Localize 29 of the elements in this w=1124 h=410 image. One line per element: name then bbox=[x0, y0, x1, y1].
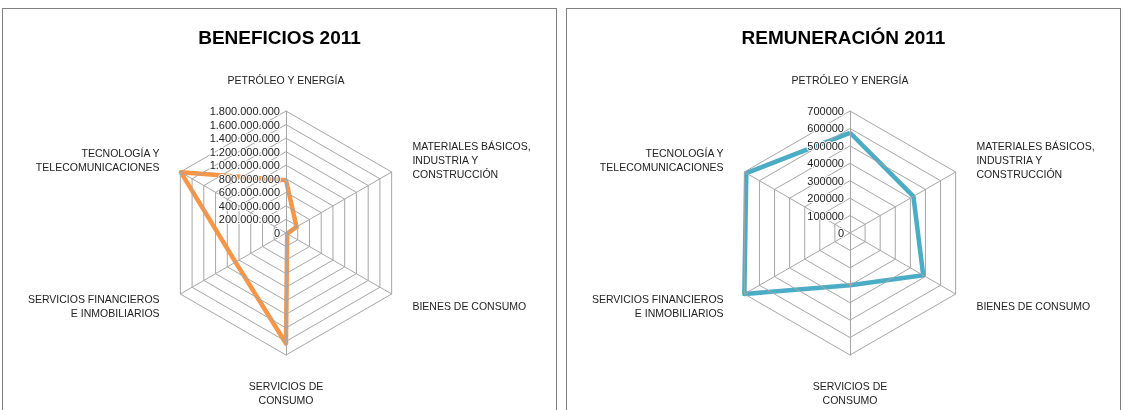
y-tick-label: 600.000.000 bbox=[218, 186, 280, 199]
y-tick-label: 400000 bbox=[807, 157, 844, 170]
y-tick-label: 600000 bbox=[807, 122, 844, 135]
y-tick-label: 1.600.000.000 bbox=[209, 118, 280, 131]
y-tick-label: 400.000.000 bbox=[218, 199, 280, 212]
spoke-label: TECNOLOGÍA Y TELECOMUNICACIONES bbox=[599, 147, 724, 173]
chart-title: REMUNERACIÓN 2011 bbox=[741, 27, 946, 48]
y-tick-label: 200.000.000 bbox=[218, 213, 280, 226]
y-tick-label: 700000 bbox=[807, 105, 844, 117]
spoke-label: MATERIALES BÁSICOS, INDUSTRIA Y CONSTRUCCIÓN bbox=[976, 140, 1095, 180]
spoke-label: BIENES DE CONSUMO bbox=[976, 300, 1091, 312]
spoke-label: SERVICIOS DE CONSUMO bbox=[248, 380, 324, 406]
y-tick-label: 200000 bbox=[807, 192, 844, 205]
y-tick-label: 1.000.000.000 bbox=[209, 159, 280, 172]
y-tick-label: 100000 bbox=[807, 209, 844, 222]
spoke-label: SERVICIOS FINANCIEROS E INMOBILIARIOS bbox=[27, 293, 160, 319]
y-tick-label: 1.800.000.000 bbox=[209, 105, 280, 117]
y-tick-label: 1.200.000.000 bbox=[209, 145, 280, 158]
spoke-label: MATERIALES BÁSICOS, INDUSTRIA Y CONSTRUCCIÓN bbox=[412, 140, 531, 180]
y-tick-label: 300000 bbox=[807, 174, 844, 187]
spoke-label: SERVICIOS DE CONSUMO bbox=[812, 380, 888, 406]
spoke-label: PETRÓLEO Y ENERGÍA bbox=[791, 74, 909, 86]
spoke-label: PETRÓLEO Y ENERGÍA bbox=[227, 74, 345, 86]
spoke-label: SERVICIOS FINANCIEROS E INMOBILIARIOS bbox=[591, 293, 724, 319]
y-tick-label: 1.400.000.000 bbox=[209, 132, 280, 145]
spoke-label: BIENES DE CONSUMO bbox=[412, 300, 527, 312]
chart-title: BENEFICIOS 2011 bbox=[198, 27, 362, 48]
spoke-label: TECNOLOGÍA Y TELECOMUNICACIONES bbox=[35, 147, 160, 173]
y-tick-label: 0 bbox=[837, 227, 844, 239]
